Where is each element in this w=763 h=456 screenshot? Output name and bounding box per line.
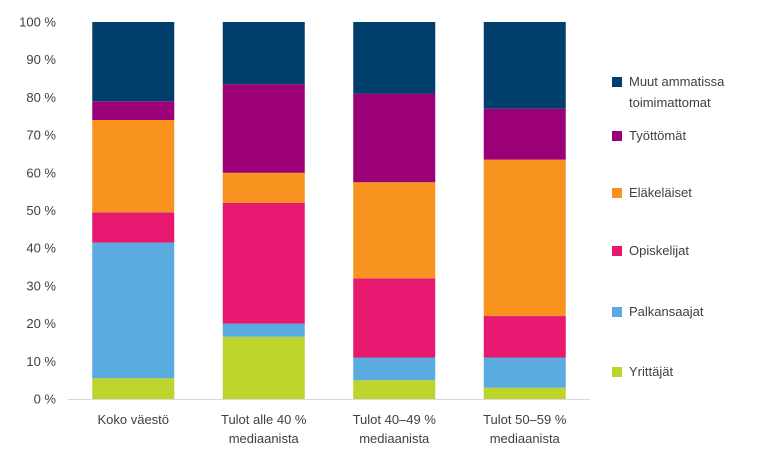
y-tick-label: 40 % xyxy=(26,241,56,256)
legend-label-line: Palkansaajat xyxy=(629,304,704,319)
legend-label: Palkansaajat xyxy=(629,304,704,319)
y-tick-label: 100 % xyxy=(19,15,56,30)
bar-segment xyxy=(353,357,436,381)
x-category-label: Tulot 50–59 % mediaanista xyxy=(483,412,567,446)
bar-segment xyxy=(222,22,305,85)
x-category-label: Tulot 40–49 % mediaanista xyxy=(353,412,437,446)
legend-label-line: Opiskelijat xyxy=(629,243,689,258)
y-tick-label: 10 % xyxy=(26,354,56,369)
bar-segment xyxy=(92,242,175,379)
y-tick-label: 50 % xyxy=(26,203,56,218)
bar-segment xyxy=(353,278,436,358)
legend-label-line: Yrittäjät xyxy=(629,364,673,379)
x-category-label: Koko väestö xyxy=(97,412,169,427)
legend-label-line: toimimattomat xyxy=(629,95,711,110)
bar-segment xyxy=(483,387,566,399)
x-category-label-line: Tulot 40–49 % xyxy=(353,412,437,427)
y-tick-label: 30 % xyxy=(26,278,56,293)
legend-label: Opiskelijat xyxy=(629,243,689,258)
legend-label-line: Eläkeläiset xyxy=(629,185,692,200)
bar-segment xyxy=(353,182,436,279)
bar-segment xyxy=(92,120,175,213)
x-category-label: Tulot alle 40 % mediaanista xyxy=(221,412,307,446)
bar-segment xyxy=(92,101,175,121)
legend-label-line: Muut ammatissa xyxy=(629,74,725,89)
bar-segment xyxy=(222,172,305,203)
bar-segment xyxy=(222,202,305,324)
x-category-label-line: mediaanista xyxy=(229,431,300,446)
legend-label: Muut ammatissa toimimattomat xyxy=(629,74,725,110)
x-category-label-line: Tulot alle 40 % xyxy=(221,412,307,427)
bar-segment xyxy=(92,378,175,399)
bar-segment xyxy=(483,108,566,160)
legend-swatch xyxy=(612,188,622,198)
bar-segment xyxy=(483,316,566,358)
x-category-label-line: Koko väestö xyxy=(97,412,169,427)
y-tick-label: 70 % xyxy=(26,128,56,143)
y-tick-label: 0 % xyxy=(34,392,57,407)
y-tick-label: 20 % xyxy=(26,316,56,331)
bar-segment xyxy=(483,357,566,388)
legend-label: Eläkeläiset xyxy=(629,185,692,200)
y-tick-label: 90 % xyxy=(26,52,56,67)
legend-label: Työttömät xyxy=(629,128,686,143)
bar-segment xyxy=(92,212,175,243)
legend-swatch xyxy=(612,77,622,87)
x-category-label-line: mediaanista xyxy=(490,431,561,446)
bar-segment xyxy=(353,93,436,183)
legend-swatch xyxy=(612,367,622,377)
legend-label: Yrittäjät xyxy=(629,364,673,379)
legend-swatch xyxy=(612,307,622,317)
bar-segment xyxy=(222,323,305,337)
y-tick-label: 80 % xyxy=(26,90,56,105)
x-category-label-line: Tulot 50–59 % xyxy=(483,412,567,427)
bar-segment xyxy=(353,22,436,94)
legend-swatch xyxy=(612,131,622,141)
bar-segment xyxy=(222,84,305,173)
legend-label-line: Työttömät xyxy=(629,128,686,143)
x-category-label-line: mediaanista xyxy=(359,431,430,446)
bar-segment xyxy=(353,380,436,399)
bar-segment xyxy=(92,22,175,102)
bar-segment xyxy=(483,159,566,317)
y-tick-label: 60 % xyxy=(26,165,56,180)
legend-swatch xyxy=(612,246,622,256)
bar-segment xyxy=(483,22,566,109)
bar-segment xyxy=(222,336,305,399)
